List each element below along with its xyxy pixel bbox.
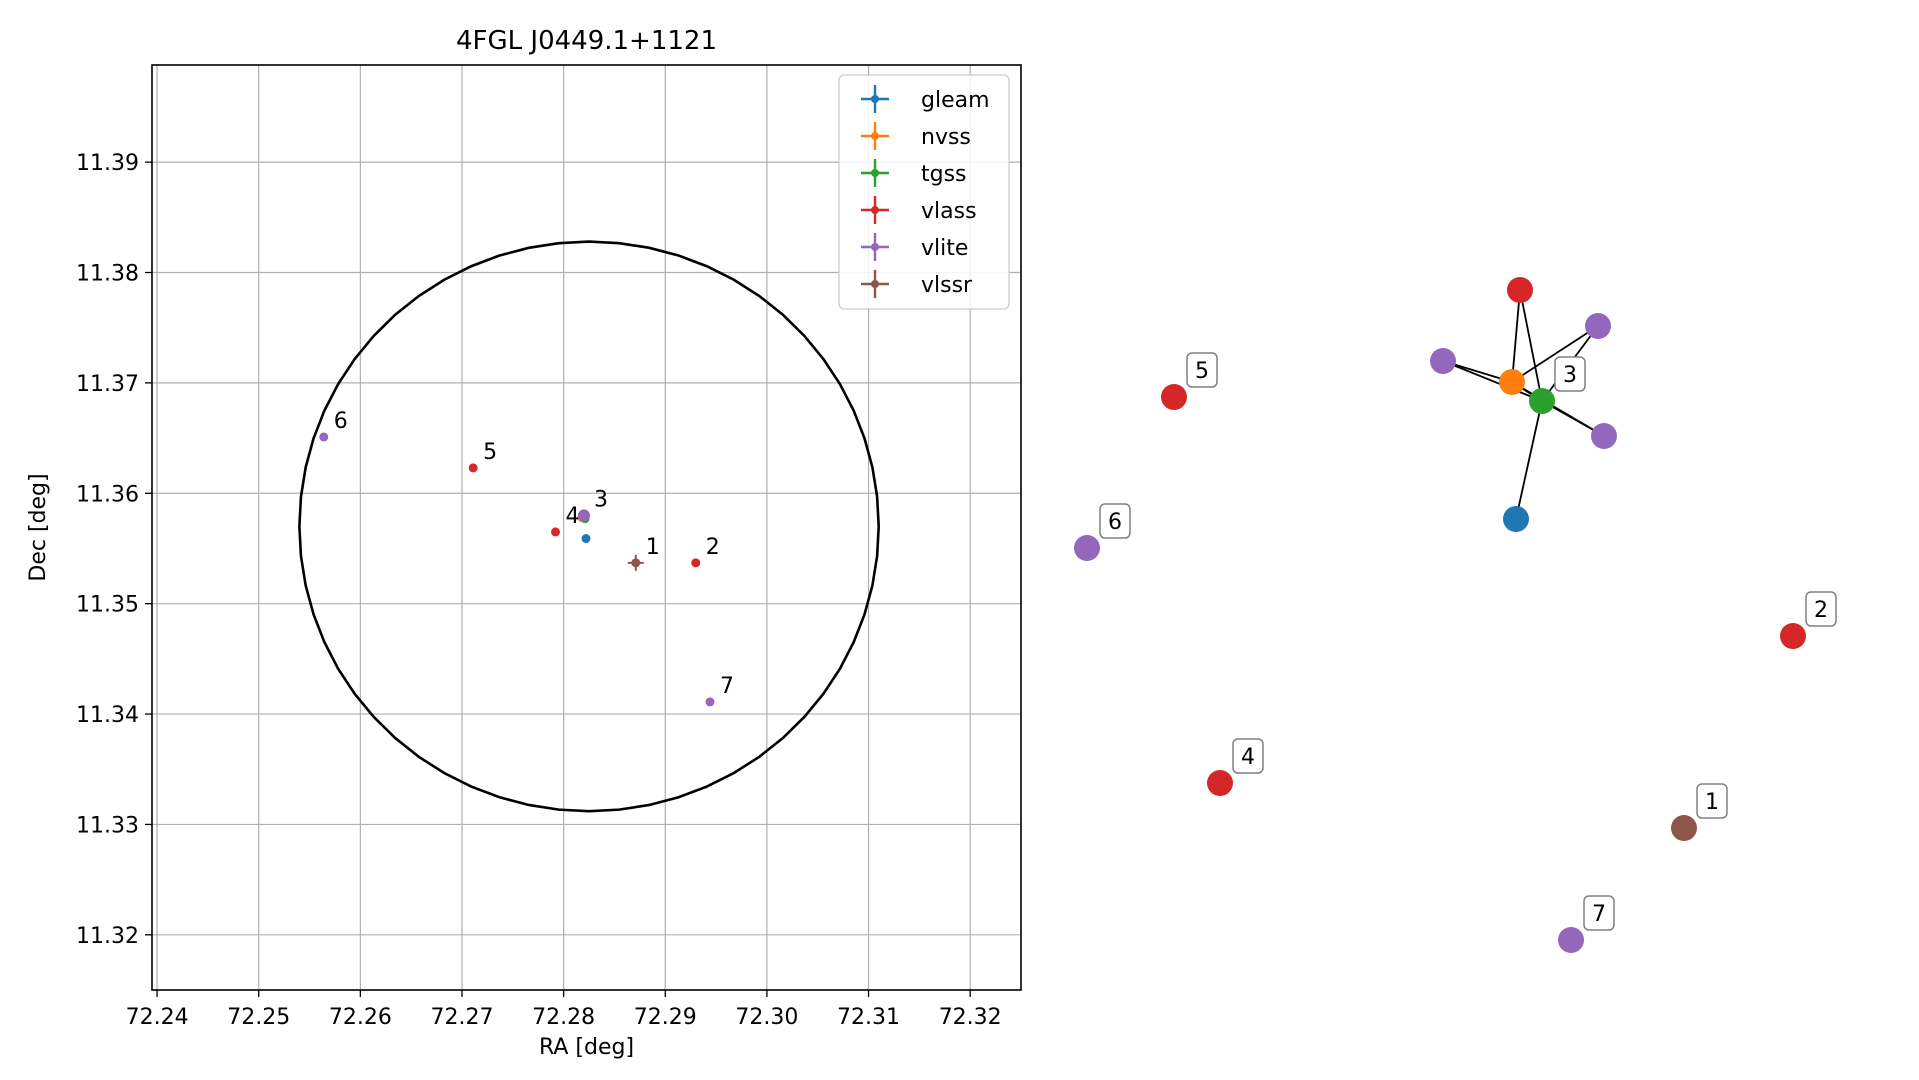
y-tick-label: 11.35	[76, 593, 139, 618]
ellipse-layer	[298, 240, 881, 813]
node-label-box	[1696, 783, 1728, 819]
x-tick-label: 72.31	[837, 1005, 900, 1030]
source-point-label: 4	[566, 504, 580, 529]
node-label: 1	[1705, 790, 1719, 815]
legend-frame	[838, 74, 1010, 310]
source-point-vlite	[705, 697, 715, 707]
network-node	[1585, 313, 1611, 339]
ticks-layer: 72.24 72.25 72.26 72.27 72.28 72.29 72.30 72.31…	[76, 151, 1002, 1030]
network-node	[1074, 535, 1100, 561]
legend-entry-label: tgss	[921, 162, 967, 187]
network-panel: 1 2 3 4 5 6 7	[1074, 277, 1837, 953]
chart-title: 4FGL J0449.1+1121	[456, 26, 717, 56]
source-point-vlass	[551, 527, 561, 537]
legend-entry-label: nvss	[921, 125, 971, 150]
network-edge	[1511, 289, 1521, 383]
localization-circle	[298, 240, 881, 813]
node-label: 6	[1108, 510, 1122, 535]
x-tick-label: 72.25	[227, 1005, 290, 1030]
network-edges	[1442, 289, 1605, 520]
x-axis-label: RA [deg]	[539, 1035, 634, 1060]
source-point-label: 7	[720, 674, 734, 699]
network-nodes: 1 2 3 4 5 6 7	[1074, 277, 1837, 953]
network-node	[1507, 277, 1533, 303]
legend: gleam nvss tgss vlass vlite vlssr	[838, 74, 1010, 310]
y-tick-label: 11.39	[76, 151, 139, 176]
source-point-label: 2	[706, 535, 720, 560]
network-node	[1161, 384, 1187, 410]
network-node	[1780, 623, 1806, 649]
node-label: 3	[1563, 363, 1577, 388]
network-edge	[1511, 325, 1599, 383]
node-label: 5	[1195, 359, 1209, 384]
source-point-vlssr	[631, 558, 641, 568]
node-label-box	[1186, 352, 1218, 388]
source-point-label: 3	[594, 487, 608, 512]
source-point-label: 6	[334, 409, 348, 434]
node-label-box	[1554, 356, 1586, 392]
legend-entry-label: vlass	[921, 199, 977, 224]
network-edge	[1442, 360, 1543, 402]
node-label: 2	[1814, 598, 1828, 623]
points-layer: 5 4 2 6 3 7 1	[319, 409, 734, 707]
source-point-vlite	[577, 509, 590, 522]
legend-marker-dot	[871, 169, 879, 177]
y-tick-label: 11.34	[76, 703, 139, 728]
network-node	[1503, 506, 1529, 532]
axes-frame	[151, 64, 1022, 991]
source-point-label: 5	[483, 440, 497, 465]
network-edge	[1515, 400, 1543, 520]
source-point-gleam	[581, 534, 591, 544]
x-tick-label: 72.26	[329, 1005, 392, 1030]
node-label: 4	[1241, 745, 1255, 770]
source-point-label: 1	[646, 535, 660, 560]
legend-marker-dot	[871, 243, 879, 251]
legend-marker-dot	[871, 95, 879, 103]
y-tick-label: 11.37	[76, 372, 139, 397]
x-tick-label: 72.27	[431, 1005, 494, 1030]
y-axis-label: Dec [deg]	[26, 473, 51, 581]
source-point-vlass	[468, 463, 478, 473]
legend-marker-dot	[871, 132, 879, 140]
network-node	[1529, 388, 1555, 414]
node-label-box	[1232, 738, 1264, 774]
network-edge	[1519, 289, 1543, 402]
network-node	[1430, 348, 1456, 374]
legend-marker-dot	[871, 280, 879, 288]
network-node	[1671, 815, 1697, 841]
source-point-vlass	[691, 558, 701, 568]
legend-entry-label: gleam	[921, 88, 990, 113]
network-node	[1499, 369, 1525, 395]
y-tick-label: 11.36	[76, 482, 139, 507]
node-label-box	[1583, 895, 1615, 931]
x-tick-label: 72.32	[939, 1005, 1002, 1030]
x-tick-label: 72.30	[735, 1005, 798, 1030]
network-node	[1591, 423, 1617, 449]
legend-entry-label: vlssr	[921, 273, 973, 298]
x-tick-label: 72.24	[126, 1005, 189, 1030]
network-node	[1207, 770, 1233, 796]
y-tick-label: 11.33	[76, 813, 139, 838]
node-label-box	[1099, 503, 1131, 539]
network-node	[1558, 927, 1584, 953]
node-label-box	[1805, 591, 1837, 627]
y-tick-label: 11.38	[76, 262, 139, 287]
legend-entry-label: vlite	[921, 236, 968, 261]
source-point-vlite	[319, 432, 329, 442]
x-tick-label: 72.28	[532, 1005, 595, 1030]
network-edge	[1511, 381, 1605, 437]
node-label: 7	[1592, 902, 1606, 927]
x-tick-label: 72.29	[634, 1005, 697, 1030]
legend-marker-dot	[871, 206, 879, 214]
y-tick-label: 11.32	[76, 924, 139, 949]
